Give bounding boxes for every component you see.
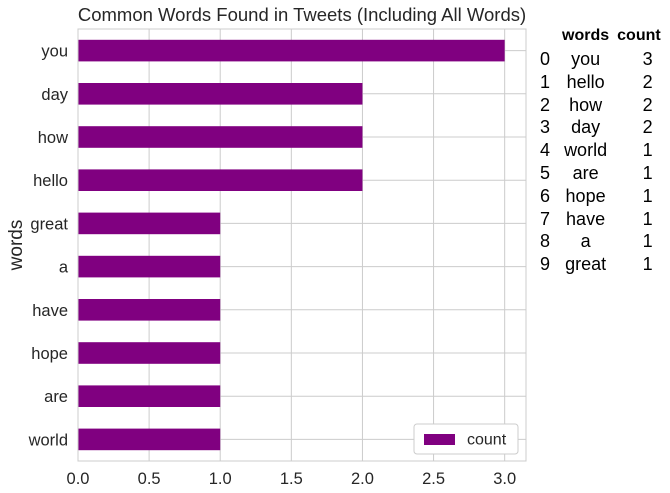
table-row: 3 day 2: [534, 116, 663, 139]
x-tick-label: 0.5: [138, 470, 161, 488]
table-cell-index: 0: [540, 49, 551, 69]
table-cell-word: great: [565, 254, 607, 275]
table-cell-word: have: [566, 208, 606, 229]
counts-table: words count 0 you 3 1 hello 2 2 how 2 3 day 2 4 world…: [534, 26, 663, 276]
table-cell-count: 1: [642, 162, 653, 183]
table-row: 8 a 1: [534, 230, 663, 253]
tick-labels: 0.0 0.5 1.0 1.5 2.0 2.5 3.0 world are hope have a gr…: [28, 43, 517, 488]
table-header-count: count: [617, 27, 661, 44]
y-tick-label: day: [41, 86, 68, 104]
x-tick-label: 3.0: [493, 470, 516, 488]
bar-how: [78, 126, 363, 148]
x-tick-label: 1.0: [209, 470, 232, 488]
y-tick-label: you: [41, 43, 68, 61]
table-header-row: words count: [534, 26, 663, 48]
table-row: 1 hello 2: [534, 71, 663, 94]
legend-box: [413, 423, 519, 455]
table-cell-word: hello: [566, 71, 605, 92]
table-row: 9 great 1: [534, 253, 663, 276]
table-cell-word: hope: [565, 185, 606, 206]
y-tick-label: hope: [31, 345, 68, 363]
table-cell-word: are: [572, 162, 599, 183]
legend-label: count: [467, 432, 507, 449]
y-tick-label: a: [59, 259, 69, 277]
legend: count: [413, 423, 519, 455]
bar-great: [78, 212, 221, 235]
table-cell-index: 3: [540, 117, 551, 138]
table-cell-word: you: [571, 49, 601, 69]
table-cell-count: 2: [642, 94, 653, 115]
table-cell-count: 1: [642, 208, 653, 229]
table-cell-count: 1: [642, 254, 653, 275]
table-row: 0 you 3: [534, 48, 663, 71]
table-row: 7 have 1: [534, 208, 663, 231]
table-cell-count: 1: [642, 231, 653, 252]
table-row: 2 how 2: [534, 94, 663, 117]
table-cell-index: 7: [540, 208, 551, 229]
y-axis-label: words: [6, 220, 27, 272]
bar-world: [78, 428, 221, 451]
table-header-words: words: [562, 27, 610, 44]
bar-day: [78, 83, 363, 105]
table-cell-word: world: [564, 140, 608, 161]
x-tick-label: 2.0: [351, 470, 374, 488]
plot-frame: [77, 28, 527, 462]
table-header-index: [534, 26, 558, 48]
x-tick-label: 0.0: [67, 470, 90, 488]
bar-hello: [78, 169, 363, 191]
table-cell-index: 6: [540, 185, 551, 206]
table-cell-index: 5: [540, 162, 551, 183]
table-row: 4 world 1: [534, 139, 663, 162]
bar-are: [78, 385, 221, 407]
bars: [78, 39, 505, 451]
y-tick-label: how: [38, 129, 68, 147]
x-tick-label: 2.5: [422, 470, 445, 488]
table-cell-index: 1: [540, 71, 551, 92]
table-row: 6 hope 1: [534, 185, 663, 208]
table-cell-count: 1: [642, 185, 653, 206]
table-cell-count: 2: [642, 117, 653, 138]
bar-you: [78, 39, 505, 62]
table-cell-index: 9: [540, 254, 551, 275]
table-cell-word: a: [580, 231, 591, 252]
table-cell-count: 2: [642, 71, 653, 92]
table-cell-index: 2: [540, 94, 551, 115]
bar-hope: [78, 342, 221, 364]
table-row: 5 are 1: [534, 162, 663, 185]
y-tick-label: are: [44, 388, 68, 406]
bar-have: [78, 299, 221, 321]
y-tick-label: hello: [33, 172, 68, 190]
x-tick-label: 1.5: [280, 470, 303, 488]
table-cell-word: how: [569, 94, 603, 115]
legend-swatch: [424, 434, 455, 445]
bar-a: [78, 255, 221, 278]
y-tick-label: great: [30, 215, 68, 233]
y-tick-label: have: [32, 302, 68, 320]
table-cell-count: 1: [642, 140, 653, 161]
table-cell-word: day: [571, 117, 601, 138]
y-tick-label: world: [28, 431, 68, 449]
table-cell-count: 3: [642, 49, 653, 69]
table-cell-index: 8: [540, 231, 551, 252]
table-cell-index: 4: [540, 140, 551, 161]
chart-title: Common Words Found in Tweets (Including …: [78, 4, 526, 25]
bar-chart: Common Words Found in Tweets (Including …: [6, 4, 527, 488]
